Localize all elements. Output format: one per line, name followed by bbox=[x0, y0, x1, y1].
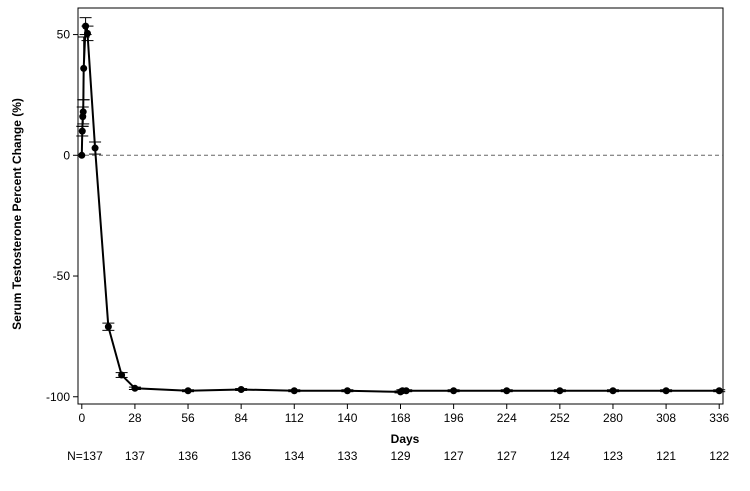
data-point bbox=[402, 387, 410, 395]
x-tick-label: 224 bbox=[497, 411, 517, 425]
n-count-label: 124 bbox=[550, 449, 570, 463]
data-point bbox=[343, 387, 351, 395]
y-tick-label: 50 bbox=[57, 28, 71, 42]
x-axis-title: Days bbox=[391, 432, 420, 446]
y-tick-label: -50 bbox=[53, 269, 71, 283]
data-point bbox=[556, 387, 564, 395]
data-point bbox=[104, 323, 112, 331]
data-point bbox=[79, 108, 87, 116]
x-tick-label: 252 bbox=[550, 411, 570, 425]
n-count-label: 129 bbox=[390, 449, 410, 463]
y-tick-label: 0 bbox=[63, 148, 70, 162]
y-axis-title: Serum Testosterone Percent Change (%) bbox=[10, 98, 24, 330]
data-point bbox=[131, 384, 139, 392]
n-count-label: 134 bbox=[284, 449, 304, 463]
n-count-label: 127 bbox=[444, 449, 464, 463]
n-count-label: 123 bbox=[603, 449, 623, 463]
n-count-label: 136 bbox=[178, 449, 198, 463]
data-point bbox=[503, 387, 511, 395]
n-count-label: 127 bbox=[497, 449, 517, 463]
data-point bbox=[78, 127, 86, 135]
x-tick-label: 308 bbox=[656, 411, 676, 425]
data-point bbox=[118, 371, 126, 379]
data-point bbox=[609, 387, 617, 395]
data-point bbox=[83, 29, 91, 37]
data-point bbox=[290, 387, 298, 395]
n-count-label: 121 bbox=[656, 449, 676, 463]
data-point bbox=[237, 386, 245, 394]
x-tick-label: 112 bbox=[285, 411, 304, 425]
n-count-label: 137 bbox=[125, 449, 145, 463]
x-tick-label: 140 bbox=[337, 411, 357, 425]
x-tick-label: 56 bbox=[181, 411, 195, 425]
data-point bbox=[715, 387, 723, 395]
plot-frame bbox=[77, 7, 724, 405]
data-point bbox=[91, 144, 99, 152]
data-point bbox=[78, 151, 86, 159]
x-tick-label: 28 bbox=[128, 411, 142, 425]
data-point bbox=[662, 387, 670, 395]
data-point bbox=[80, 64, 88, 72]
x-tick-label: 280 bbox=[603, 411, 623, 425]
n-count-label: 133 bbox=[337, 449, 357, 463]
series-line bbox=[80, 25, 720, 393]
x-tick-label: 336 bbox=[709, 411, 729, 425]
n-count-label: 122 bbox=[709, 449, 729, 463]
n-count-label: N=137 bbox=[67, 449, 103, 463]
plot-layer: 50 0 -50 -100 0 28 56 84 112 140 168 196 224 252 280 30… bbox=[46, 7, 730, 463]
x-tick-label: 84 bbox=[234, 411, 248, 425]
data-point bbox=[184, 387, 192, 395]
y-tick-label: -100 bbox=[46, 390, 70, 404]
x-tick-label: 0 bbox=[78, 411, 85, 425]
x-tick-label: 196 bbox=[444, 411, 464, 425]
data-point bbox=[450, 387, 458, 395]
x-tick-label: 168 bbox=[390, 411, 410, 425]
n-count-label: 136 bbox=[231, 449, 251, 463]
